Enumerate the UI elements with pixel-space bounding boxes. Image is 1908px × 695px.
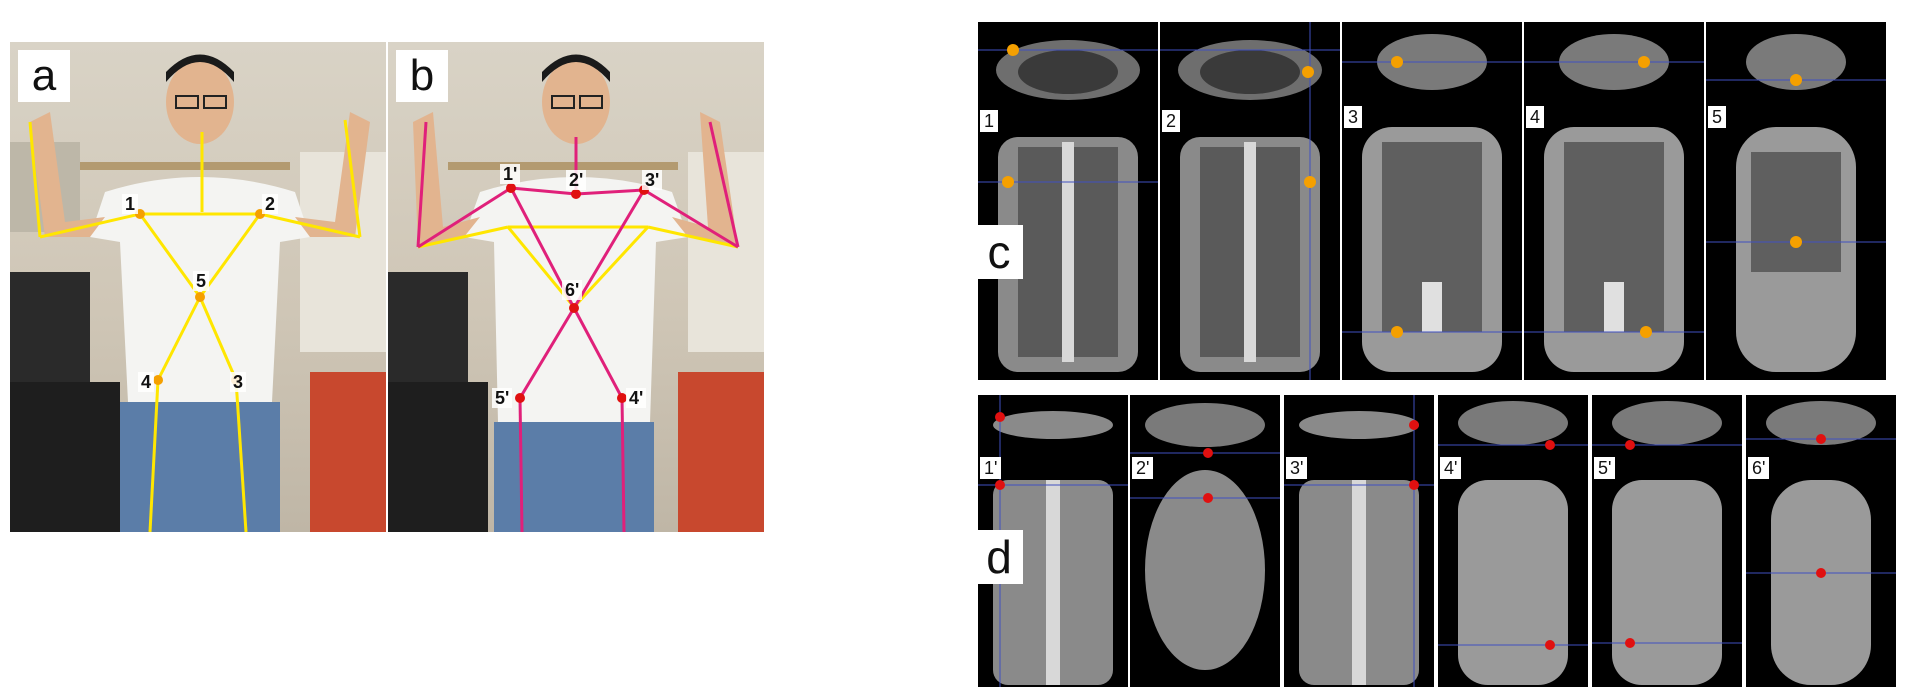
ct-c2-image: [1160, 22, 1340, 380]
jeans: [120, 402, 280, 532]
right-arm: [672, 112, 738, 247]
point-label-1p: 1': [500, 164, 521, 184]
ct-c3-image: [1342, 34, 1522, 372]
ct-c4: 4: [1524, 22, 1704, 380]
jeans: [494, 422, 654, 532]
point-label-6p: 6': [562, 280, 583, 300]
ct-label-d5: 5': [1594, 457, 1616, 479]
glasses-left: [175, 95, 199, 109]
monitor: [388, 272, 468, 392]
head: [542, 60, 610, 144]
point-label-4p: 4': [626, 388, 647, 408]
ct-label-d3: 3': [1286, 457, 1308, 479]
ct-label-d6: 6': [1748, 457, 1770, 479]
marker-4p: [617, 393, 627, 403]
marker-1p: [506, 183, 516, 193]
point-label-3: 3: [230, 372, 247, 392]
head: [166, 60, 234, 144]
shelf: [80, 162, 290, 170]
red-chair: [310, 372, 386, 532]
point-label-5p: 5': [492, 388, 513, 408]
ct-d4: 4': [1438, 395, 1588, 687]
ct-label-c4: 4: [1526, 106, 1545, 128]
ct-label-c1: 1: [980, 110, 999, 132]
glasses-right: [579, 95, 603, 109]
ct-label-c2: 2: [1162, 110, 1181, 132]
ct-d2-image: [1130, 403, 1280, 670]
left-arm: [30, 112, 105, 237]
ct-d4-image: [1438, 401, 1588, 685]
ct-d5: 5': [1592, 395, 1742, 687]
ct-d1-image: [978, 395, 1128, 687]
point-label-2p: 2': [566, 170, 587, 190]
panel-letter-b: b: [396, 50, 448, 102]
hair: [542, 54, 610, 82]
point-label-3p: 3': [642, 170, 663, 190]
point-label-1: 1: [122, 194, 139, 214]
glasses-right: [203, 95, 227, 109]
ct-label-d2: 2': [1132, 457, 1154, 479]
monitor: [10, 272, 90, 392]
right-arm: [295, 112, 370, 237]
ct-c2: 2: [1160, 22, 1340, 380]
photo-a-drawing: [10, 54, 386, 532]
ct-c1: 1: [978, 22, 1158, 380]
photo-panel-a: a 1 2 3 4 5: [10, 42, 386, 532]
panel-letter-a: a: [18, 50, 70, 102]
left-arm: [413, 112, 480, 247]
ct-d6: 6': [1746, 395, 1896, 687]
shelf: [448, 162, 678, 170]
ct-label-c3: 3: [1344, 106, 1363, 128]
ct-c5-image: [1706, 34, 1886, 372]
marker-5: [195, 292, 205, 302]
ct-d3-image: [1284, 395, 1434, 687]
ct-label-d1: 1': [980, 457, 1002, 479]
office-chair: [10, 382, 120, 532]
glasses-left: [551, 95, 575, 109]
point-label-5: 5: [193, 271, 210, 291]
markers-b: [506, 183, 649, 403]
marker-6p: [569, 303, 579, 313]
ct-d3: 3': [1284, 395, 1434, 687]
ct-c5: 5: [1706, 22, 1886, 380]
panel-letter-c: c: [975, 225, 1023, 279]
ct-label-c5: 5: [1708, 106, 1727, 128]
point-label-2: 2: [262, 194, 279, 214]
photo-panel-b: b 1' 2' 3' 4' 5' 6': [388, 42, 764, 532]
ct-d5-image: [1592, 401, 1742, 685]
hair: [166, 54, 234, 82]
office-chair: [388, 382, 488, 532]
skeleton-lines-a: [28, 119, 362, 532]
ct-c3: 3: [1342, 22, 1522, 380]
ct-label-d4: 4': [1440, 457, 1462, 479]
marker-5p: [515, 393, 525, 403]
ct-c1-image: [978, 40, 1158, 372]
marker-2p: [571, 189, 581, 199]
ct-d2: 2': [1130, 395, 1280, 687]
marker-4: [153, 375, 163, 385]
point-label-4: 4: [138, 372, 155, 392]
panel-letter-d: d: [975, 530, 1023, 584]
red-chair: [678, 372, 764, 532]
ct-c4-image: [1524, 34, 1704, 372]
ct-d6-image: [1746, 401, 1896, 685]
